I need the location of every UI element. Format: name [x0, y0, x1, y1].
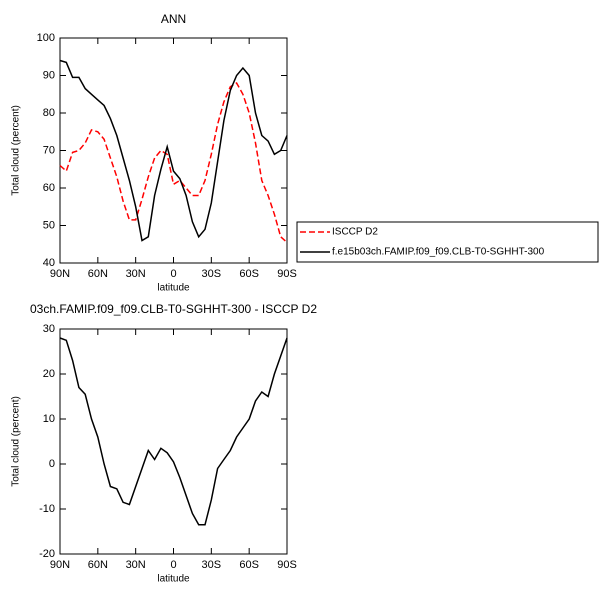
x-tick-label: 60S [239, 268, 259, 280]
y-tick-label: 30 [43, 323, 55, 335]
x-tick-label: 30N [126, 268, 146, 280]
x-tick-label: 60N [88, 268, 108, 280]
x-tick-label: 0 [170, 559, 176, 571]
x-tick-label: 60S [239, 559, 259, 571]
y-tick-label: 10 [43, 413, 55, 425]
y-tick-label: 50 [43, 219, 55, 231]
y-tick-label: 40 [43, 257, 55, 269]
x-tick-label: 90N [50, 559, 70, 571]
y-tick-label: 70 [43, 144, 55, 156]
y-tick-label: 60 [43, 182, 55, 194]
y-tick-label: -10 [39, 503, 55, 515]
x-axis-label: latitude [157, 574, 190, 585]
data-line [59, 81, 288, 243]
legend-label: ISCCP D2 [332, 227, 378, 238]
legend-box [296, 221, 599, 263]
chart-title: ANN [161, 12, 186, 26]
y-tick-label: 90 [43, 69, 55, 81]
data-line [59, 337, 288, 526]
y-tick-label: 80 [43, 107, 55, 119]
x-tick-label: 90S [277, 559, 297, 571]
x-tick-label: 0 [170, 268, 176, 280]
legend: ISCCP D2 f.e15b03ch.FAMIP.f09_f09.CLB-T0-… [296, 221, 599, 263]
y-tick-label: -20 [39, 548, 55, 560]
x-tick-label: 30N [126, 559, 146, 571]
x-axis-label: latitude [157, 283, 190, 294]
y-tick-label: 100 [37, 32, 55, 44]
plot-frame [59, 328, 288, 555]
x-tick-label: 90N [50, 268, 70, 280]
y-axis-label: Total cloud (percent) [11, 396, 22, 487]
legend-label: f.e15b03ch.FAMIP.f09_f09.CLB-T0-SGHHT-30… [332, 247, 545, 258]
y-axis-label: Total cloud (percent) [11, 105, 22, 196]
y-tick-label: 0 [49, 458, 55, 470]
x-tick-label: 30S [202, 268, 222, 280]
chart-title: 03ch.FAMIP.f09_f09.CLB-T0-SGHHT-300 - IS… [30, 302, 317, 316]
x-tick-label: 30S [202, 559, 222, 571]
x-tick-label: 60N [88, 559, 108, 571]
x-tick-label: 90S [277, 268, 297, 280]
plot-frame [59, 37, 288, 264]
data-line [59, 59, 288, 242]
y-tick-label: 20 [43, 368, 55, 380]
